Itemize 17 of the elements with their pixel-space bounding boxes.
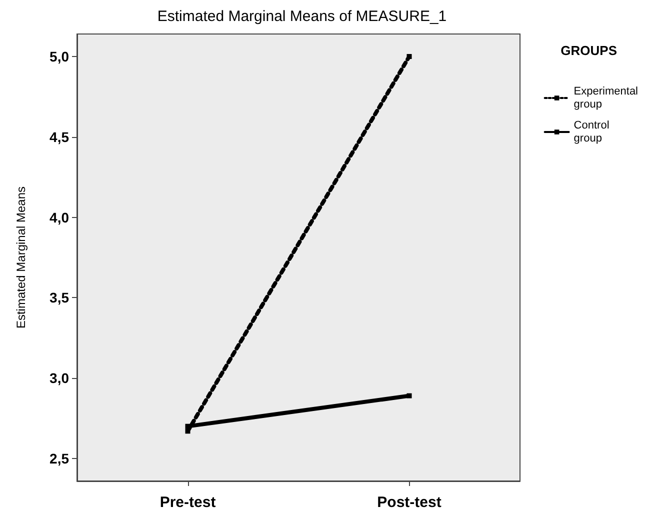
y-axis-title: Estimated Marginal Means [14,186,28,329]
point [406,393,412,398]
point [185,424,190,429]
y-tick-label: 3,5 [50,290,70,306]
point [406,54,412,60]
y-tick-label: 4,0 [50,209,70,226]
y-tick-label: 4,5 [50,128,70,145]
legend-title: GROUPS [560,43,618,58]
point [185,428,190,434]
chart-title: Estimated Marginal Means of MEASURE_1 [157,8,447,25]
legend-label: Experimental group [574,86,638,110]
y-tick-label: 5,0 [50,48,70,65]
legend-label: Control group [574,120,610,144]
x-tick-label: Pre-test [160,494,216,511]
x-tick-label: Post-test [377,494,442,511]
y-tick-label: 2,5 [50,450,70,466]
y-tick-label: 3,0 [50,370,70,386]
